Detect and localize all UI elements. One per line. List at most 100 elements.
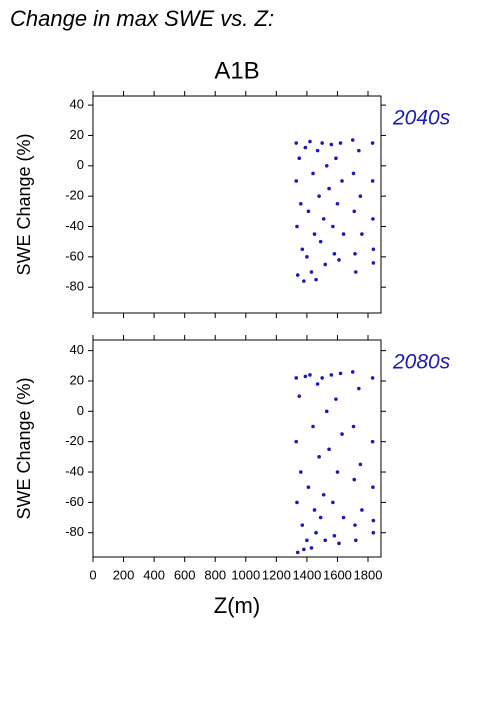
plot-frame xyxy=(92,95,382,314)
y-axis-label: SWE Change (%) xyxy=(14,377,34,519)
point xyxy=(370,439,375,444)
point xyxy=(371,217,375,221)
point xyxy=(309,270,314,274)
point xyxy=(321,492,326,497)
point xyxy=(300,523,305,527)
point xyxy=(320,141,324,145)
point xyxy=(312,232,317,236)
point xyxy=(360,232,364,236)
point xyxy=(314,277,318,282)
point xyxy=(350,370,355,374)
point xyxy=(311,424,315,429)
panel-label: 2040s xyxy=(392,107,451,130)
point xyxy=(308,139,312,144)
x-tick-label: 600 xyxy=(174,567,196,582)
y-tick-label: -40 xyxy=(65,463,84,478)
point xyxy=(337,258,341,262)
point xyxy=(305,538,309,543)
point xyxy=(306,209,311,214)
x-tick-label: 1600 xyxy=(323,567,352,582)
point xyxy=(329,142,334,147)
point xyxy=(309,546,314,550)
point xyxy=(332,533,337,538)
point xyxy=(318,515,323,520)
x-tick-label: 1800 xyxy=(354,567,383,582)
point xyxy=(331,224,335,229)
point xyxy=(351,424,356,429)
y-tick-label: -60 xyxy=(65,494,84,509)
x-tick-label: 400 xyxy=(143,567,165,582)
y-tick-label: -20 xyxy=(65,188,84,203)
point xyxy=(335,470,340,474)
point xyxy=(371,247,376,252)
point xyxy=(332,252,337,256)
figure-title: Change in max SWE vs. Z: xyxy=(10,6,274,31)
point xyxy=(358,462,363,467)
point xyxy=(353,270,358,274)
y-tick-label: 20 xyxy=(70,127,84,142)
x-tick-label: 0 xyxy=(89,567,96,582)
point xyxy=(337,541,341,546)
point xyxy=(320,376,324,380)
point xyxy=(351,171,356,176)
plot-frame xyxy=(92,339,382,558)
point xyxy=(370,376,375,380)
point xyxy=(334,397,338,401)
point xyxy=(350,138,355,142)
y-tick-label: 0 xyxy=(77,157,84,172)
point xyxy=(298,201,303,206)
point xyxy=(321,217,326,221)
point xyxy=(317,455,321,459)
y-tick-label: 40 xyxy=(70,97,84,112)
point xyxy=(308,373,312,377)
point xyxy=(303,145,308,150)
y-tick-label: -60 xyxy=(65,248,84,263)
point xyxy=(295,500,299,505)
point xyxy=(352,209,357,214)
x-tick-label: 1200 xyxy=(262,567,291,582)
point xyxy=(324,164,329,168)
point xyxy=(317,194,321,198)
point xyxy=(312,508,317,512)
point xyxy=(302,547,306,552)
point xyxy=(295,224,299,229)
point xyxy=(302,279,306,283)
point xyxy=(341,232,346,236)
point xyxy=(294,439,299,444)
point xyxy=(371,530,376,535)
point xyxy=(314,530,318,535)
y-axis-label: SWE Change (%) xyxy=(14,133,34,275)
point xyxy=(300,247,305,252)
point xyxy=(303,374,308,379)
point xyxy=(341,515,346,520)
point xyxy=(358,194,363,198)
scenario-title: A1B xyxy=(214,57,259,84)
point xyxy=(371,485,375,489)
point xyxy=(315,382,320,386)
x-tick-label: 200 xyxy=(113,567,135,582)
point xyxy=(352,477,357,482)
point xyxy=(357,148,361,153)
point xyxy=(357,386,361,391)
point xyxy=(329,373,334,377)
point xyxy=(335,201,340,206)
point xyxy=(311,171,315,176)
point xyxy=(353,538,358,543)
y-tick-label: 20 xyxy=(70,372,84,387)
point xyxy=(371,261,376,265)
point xyxy=(294,376,299,380)
point xyxy=(324,409,329,414)
point xyxy=(306,485,311,489)
point xyxy=(327,186,331,191)
point xyxy=(340,432,344,436)
y-tick-label: -40 xyxy=(65,218,84,233)
point xyxy=(327,447,331,452)
point xyxy=(297,394,302,398)
point xyxy=(370,141,375,145)
point xyxy=(331,500,335,505)
point xyxy=(334,156,338,161)
point xyxy=(323,538,328,543)
point xyxy=(353,523,357,527)
point xyxy=(370,179,375,183)
